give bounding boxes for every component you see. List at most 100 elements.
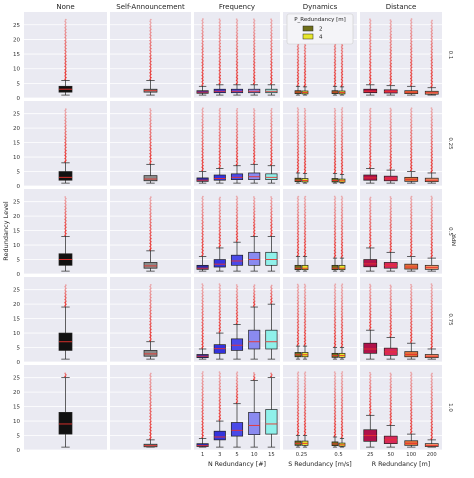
outlier-point: [304, 195, 307, 198]
outlier-point: [341, 63, 344, 66]
outlier-point: [202, 335, 204, 338]
outlier-point: [296, 48, 299, 51]
outlier-point: [297, 332, 300, 335]
outlier-point: [341, 167, 344, 170]
outlier-point: [235, 138, 238, 141]
outlier-point: [270, 196, 272, 198]
outlier-point: [390, 204, 392, 206]
outlier-point: [341, 305, 344, 308]
outlier-point: [389, 332, 392, 334]
outlier-point: [333, 68, 336, 70]
outlier-point: [296, 197, 299, 200]
outlier-point: [303, 158, 306, 161]
y-tick-label: 20: [13, 37, 20, 43]
outlier-point: [297, 214, 300, 217]
outlier-point: [201, 128, 204, 130]
outlier-point: [235, 115, 238, 118]
outlier-point: [253, 216, 256, 219]
outlier-point: [64, 23, 67, 26]
outlier-point: [303, 388, 306, 391]
outlier-point: [202, 202, 204, 204]
outlier-point: [219, 414, 222, 417]
outlier-point: [390, 317, 392, 320]
outlier-point: [296, 408, 299, 410]
outlier-point: [430, 299, 433, 301]
outlier-point: [390, 197, 392, 200]
outlier-point: [304, 205, 307, 208]
outlier-point: [235, 82, 238, 85]
outlier-point: [340, 420, 343, 423]
outlier-point: [304, 339, 307, 342]
outlier-point: [389, 32, 392, 34]
outlier-point: [334, 420, 337, 423]
outlier-point: [297, 243, 300, 246]
outlier-point: [64, 285, 67, 288]
outlier-point: [218, 53, 221, 56]
outlier-point: [149, 232, 152, 235]
outlier-point: [64, 113, 67, 115]
outlier-point: [296, 113, 299, 116]
outlier-point: [369, 29, 372, 32]
outlier-point: [253, 218, 255, 221]
outlier-point: [430, 120, 433, 122]
outlier-point: [334, 72, 337, 75]
outlier-point: [410, 323, 413, 326]
outlier-point: [303, 423, 306, 426]
box: [265, 409, 278, 435]
outlier-point: [149, 42, 152, 45]
outlier-point: [270, 122, 272, 125]
outlier-point: [235, 141, 238, 144]
outlier-point: [149, 226, 152, 229]
outlier-point: [390, 418, 392, 421]
outlier-point: [149, 401, 152, 404]
outlier-point: [304, 144, 307, 147]
outlier-point: [149, 149, 152, 152]
outlier-point: [202, 79, 204, 82]
outlier-point: [389, 208, 392, 211]
outlier-point: [341, 296, 344, 298]
outlier-point: [253, 63, 255, 66]
outlier-point: [253, 301, 255, 304]
y-tick-label: 5: [17, 81, 21, 87]
outlier-point: [410, 145, 413, 148]
outlier-point: [333, 422, 336, 424]
outlier-point: [64, 210, 67, 213]
outlier-point: [431, 228, 433, 231]
outlier-point: [201, 29, 204, 32]
outlier-point: [334, 430, 337, 432]
outlier-point: [334, 302, 337, 305]
outlier-point: [304, 125, 307, 128]
outlier-point: [219, 407, 222, 410]
outlier-point: [410, 243, 413, 246]
outlier-point: [303, 404, 306, 407]
box: [301, 264, 309, 271]
outlier-point: [219, 52, 222, 54]
x-axis-label: R Redundancy [m]: [372, 461, 430, 468]
outlier-point: [334, 283, 337, 286]
outlier-point: [149, 228, 152, 230]
outlier-point: [333, 390, 336, 393]
box: [265, 173, 278, 180]
outlier-point: [253, 200, 256, 203]
outlier-point: [410, 26, 412, 29]
outlier-point: [389, 126, 392, 129]
outlier-point: [431, 137, 433, 140]
y-tick-label: 25: [13, 112, 20, 118]
outlier-point: [64, 49, 67, 52]
outlier-point: [340, 407, 343, 410]
outlier-point: [340, 127, 343, 130]
outlier-point: [202, 390, 204, 393]
outlier-point: [333, 80, 336, 83]
outlier-point: [389, 290, 392, 293]
outlier-point: [235, 79, 238, 82]
outlier-point: [64, 36, 67, 39]
outlier-point: [390, 415, 392, 418]
outlier-point: [390, 166, 392, 169]
outlier-point: [201, 197, 204, 200]
outlier-point: [297, 112, 300, 114]
outlier-point: [270, 69, 272, 72]
outlier-point: [149, 434, 152, 437]
outlier-point: [304, 221, 307, 223]
outlier-point: [270, 127, 273, 129]
outlier-point: [341, 390, 344, 393]
